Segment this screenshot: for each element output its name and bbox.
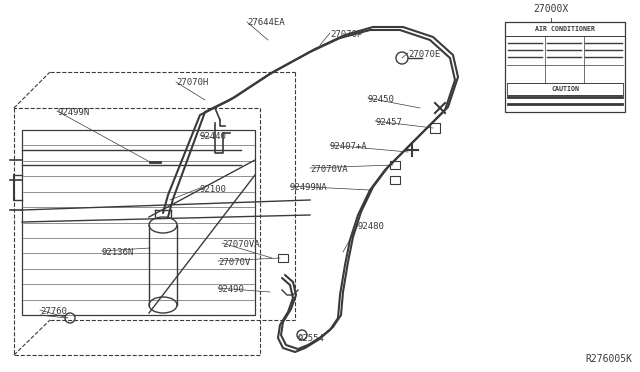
Text: 27644EA: 27644EA — [247, 18, 285, 27]
Text: 92100: 92100 — [200, 185, 227, 194]
Text: 27070VA: 27070VA — [310, 165, 348, 174]
Text: CAUTION: CAUTION — [551, 86, 579, 92]
Text: 92499NA: 92499NA — [290, 183, 328, 192]
Bar — [505, 22, 625, 36]
Text: 92554: 92554 — [298, 334, 325, 343]
Text: 92490: 92490 — [218, 285, 245, 294]
Text: R276005K: R276005K — [585, 354, 632, 364]
Text: 92499N: 92499N — [57, 108, 89, 117]
Text: 27070V: 27070V — [218, 258, 250, 267]
Bar — [507, 83, 623, 95]
Circle shape — [65, 313, 75, 323]
Bar — [505, 22, 625, 112]
Text: 27070VA: 27070VA — [222, 240, 260, 249]
Text: AIR CONDITIONER: AIR CONDITIONER — [535, 26, 595, 32]
Text: 27070E: 27070E — [408, 50, 440, 59]
Text: 92457: 92457 — [375, 118, 402, 127]
Text: 92136N: 92136N — [102, 248, 134, 257]
Text: 92450: 92450 — [368, 95, 395, 104]
Text: 92407+A: 92407+A — [330, 142, 367, 151]
Text: 27000X: 27000X — [533, 4, 568, 14]
Text: 27070P: 27070P — [330, 30, 362, 39]
Text: 92440: 92440 — [200, 132, 227, 141]
Text: 92480: 92480 — [358, 222, 385, 231]
Text: 27760: 27760 — [40, 307, 67, 316]
Text: 27070H: 27070H — [176, 78, 208, 87]
